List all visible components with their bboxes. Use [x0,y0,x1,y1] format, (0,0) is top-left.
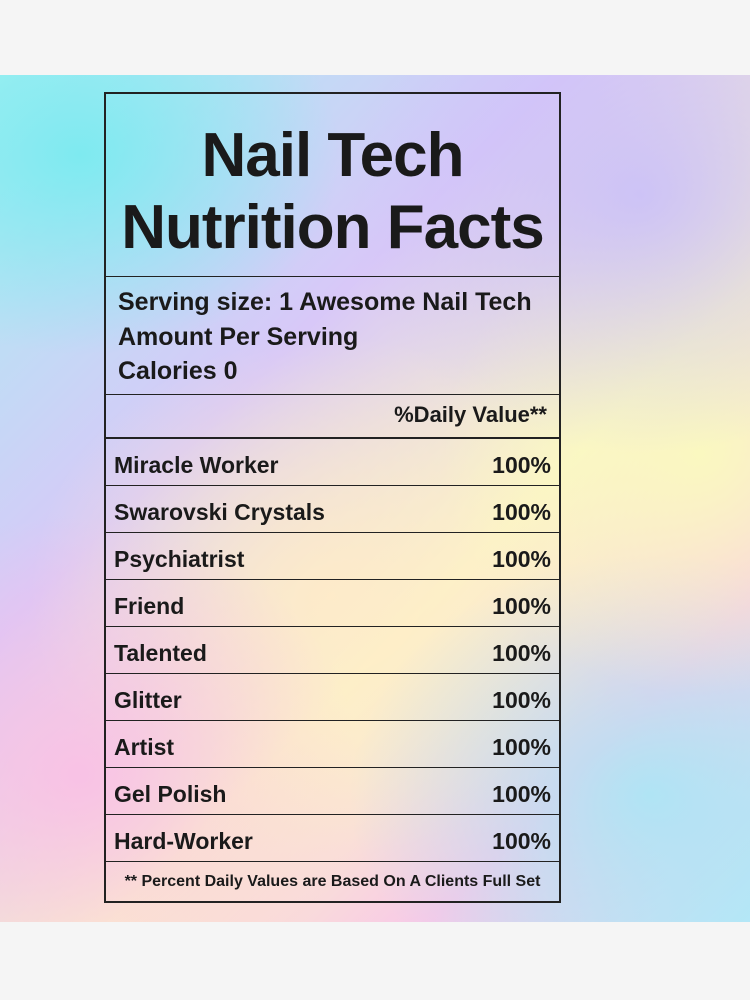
footnote: ** Percent Daily Values are Based On A C… [124,873,541,890]
nutrient-value: 100% [492,545,551,572]
nutrient-row: Hard-Worker 100% [106,815,559,862]
nutrient-row: Friend 100% [106,580,559,627]
nutrient-row: Psychiatrist 100% [106,533,559,580]
serving-line: Serving size: 1 Awesome Nail Tech [118,288,532,316]
nutrient-row: Miracle Worker 100% [106,439,559,486]
serving-info: Serving size: 1 Awesome Nail Tech Amount… [106,277,559,395]
nutrient-name: Artist [114,733,175,760]
nutrient-value: 100% [492,780,551,807]
nutrient-value: 100% [492,451,551,478]
nutrition-label: Nail Tech Nutrition Facts Serving size: … [104,92,561,903]
nutrient-name: Gel Polish [114,780,227,807]
nutrient-value: 100% [492,733,551,760]
nutrient-value: 100% [492,498,551,525]
title-line: Nail Tech [201,121,464,190]
daily-value-header: %Daily Value** [106,395,559,439]
nutrient-name: Swarovski Crystals [114,498,325,525]
label-title: Nail Tech Nutrition Facts [106,94,559,277]
nutrient-value: 100% [492,592,551,619]
title-line: Nutrition Facts [121,193,544,262]
holographic-background [0,75,750,922]
nutrient-row: Swarovski Crystals 100% [106,486,559,533]
nutrient-row: Gel Polish 100% [106,768,559,815]
serving-line: Amount Per Serving [118,323,359,351]
nutrient-value: 100% [492,686,551,713]
nutrient-name: Friend [114,592,185,619]
nutrient-rows: Miracle Worker 100% Swarovski Crystals 100%… [106,439,559,862]
nutrient-name: Glitter [114,686,182,713]
nutrient-name: Talented [114,639,207,666]
nutrient-value: 100% [492,827,551,854]
nutrient-value: 100% [492,639,551,666]
nutrient-row: Glitter 100% [106,674,559,721]
nutrient-row: Artist 100% [106,721,559,768]
nutrient-name: Miracle Worker [114,451,279,478]
nutrient-name: Psychiatrist [114,545,245,572]
serving-line: Calories 0 [118,357,238,385]
nutrient-row: Talented 100% [106,627,559,674]
nutrient-name: Hard-Worker [114,827,253,854]
